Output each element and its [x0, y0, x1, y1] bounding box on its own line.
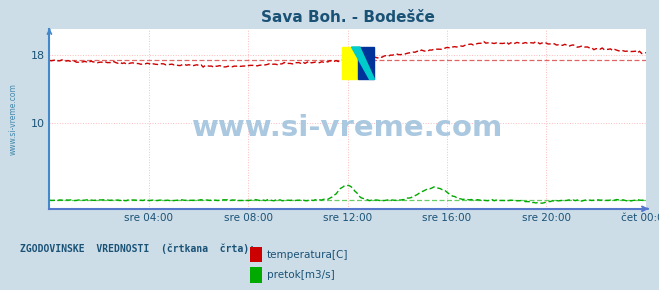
Polygon shape	[351, 47, 374, 79]
Text: pretok[m3/s]: pretok[m3/s]	[267, 270, 335, 280]
Text: www.si-vreme.com: www.si-vreme.com	[9, 83, 18, 155]
Text: temperatura[C]: temperatura[C]	[267, 250, 349, 260]
Text: ZGODOVINSKE  VREDNOSTI  (črtkana  črta):: ZGODOVINSKE VREDNOSTI (črtkana črta):	[20, 244, 255, 254]
Bar	[341, 47, 358, 79]
Text: www.si-vreme.com: www.si-vreme.com	[192, 114, 503, 142]
Title: Sava Boh. - Bodešče: Sava Boh. - Bodešče	[261, 10, 434, 25]
Bar	[358, 47, 374, 79]
